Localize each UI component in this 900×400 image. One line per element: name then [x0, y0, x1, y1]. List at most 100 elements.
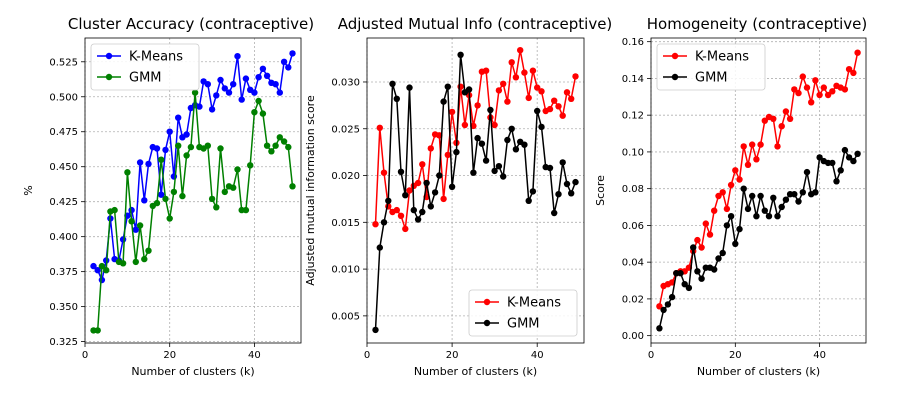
data-point: [568, 95, 575, 103]
y-tick-label: 0.12: [622, 111, 644, 122]
data-point: [175, 142, 182, 149]
series-line-gmm: [93, 92, 294, 332]
data-point: [770, 115, 777, 123]
data-point: [812, 189, 819, 196]
data-point: [723, 205, 731, 213]
x-axis-label: Number of clusters (k): [131, 365, 254, 378]
data-point: [196, 103, 203, 110]
data-point: [128, 218, 135, 225]
data-point: [145, 160, 152, 168]
legend-marker: [671, 73, 679, 81]
data-point: [372, 326, 379, 334]
data-point: [251, 109, 258, 116]
data-point: [419, 208, 426, 216]
data-point: [204, 81, 211, 88]
data-point: [572, 73, 579, 80]
data-point: [402, 225, 409, 233]
data-point: [500, 173, 507, 180]
data-point: [187, 143, 195, 151]
x-axis-label: Number of clusters (k): [697, 365, 820, 378]
data-point: [380, 219, 388, 226]
y-tick-label: 0.02: [622, 294, 644, 305]
legend-label: GMM: [129, 71, 162, 86]
legend: K-Means GMM: [90, 43, 200, 91]
y-axis-label: Score: [594, 175, 607, 206]
data-point: [677, 270, 684, 277]
data-point: [419, 161, 426, 168]
data-point: [431, 189, 439, 196]
data-point: [272, 142, 279, 149]
data-point: [119, 236, 127, 243]
data-point: [217, 76, 224, 84]
data-point: [183, 131, 190, 138]
data-point: [272, 81, 279, 88]
data-point: [453, 148, 460, 156]
data-point: [208, 195, 216, 203]
legend-label: K-Means: [129, 50, 183, 65]
data-point: [546, 105, 554, 113]
data-point: [204, 142, 211, 149]
data-point: [217, 145, 224, 152]
data-point: [551, 97, 558, 104]
legend-label: K-Means: [507, 296, 561, 311]
data-point: [242, 206, 250, 214]
legend-marker: [483, 319, 491, 327]
data-point: [736, 176, 743, 183]
data-point: [444, 83, 451, 90]
data-point: [94, 327, 101, 334]
data-point: [153, 199, 161, 207]
data-point: [719, 189, 726, 196]
data-point: [145, 247, 152, 254]
data-point: [141, 255, 148, 263]
data-point: [715, 255, 722, 262]
data-point: [213, 92, 220, 99]
data-point: [812, 77, 819, 84]
data-point: [268, 148, 275, 155]
data-point: [782, 196, 790, 203]
data-point: [478, 140, 486, 147]
data-point: [850, 157, 857, 165]
data-point: [660, 306, 667, 314]
x-tick-label: 40: [531, 350, 544, 361]
data-point: [757, 192, 764, 200]
data-point: [774, 213, 781, 220]
data-point: [512, 146, 520, 153]
data-point: [191, 89, 199, 96]
data-point: [423, 179, 430, 187]
data-point: [559, 112, 566, 119]
legend-marker: [483, 298, 491, 306]
data-point: [225, 89, 233, 96]
legend: K-Means GMM: [656, 43, 766, 91]
data-point: [491, 121, 498, 129]
data-point: [845, 66, 853, 73]
data-point: [457, 83, 464, 90]
data-point: [504, 136, 511, 144]
x-tick-label: 40: [813, 350, 826, 361]
x-tick-label: 0: [364, 350, 370, 361]
chart-title: Adjusted Mutual Info (contraceptive): [338, 15, 613, 33]
data-point: [698, 275, 705, 282]
y-tick-label: 0.005: [331, 311, 360, 322]
data-point: [136, 222, 144, 229]
chart-title: Cluster Accuracy (contraceptive): [68, 15, 314, 33]
y-tick-label: 0.350: [49, 302, 78, 313]
data-point: [740, 185, 747, 192]
y-tick-label: 0.400: [49, 232, 78, 243]
data-point: [803, 84, 811, 91]
data-point: [740, 143, 747, 150]
data-point: [749, 141, 756, 148]
data-point: [774, 143, 781, 150]
data-point: [736, 225, 743, 233]
series-line-gmm: [374, 54, 577, 330]
data-point: [555, 191, 562, 198]
data-point: [732, 240, 739, 247]
data-point: [761, 117, 768, 124]
data-point: [525, 94, 532, 102]
data-point: [255, 74, 262, 81]
series-line-gmm: [658, 148, 859, 329]
data-point: [757, 141, 764, 148]
data-point: [259, 110, 267, 117]
legend-marker: [671, 52, 679, 60]
data-point: [162, 146, 169, 154]
